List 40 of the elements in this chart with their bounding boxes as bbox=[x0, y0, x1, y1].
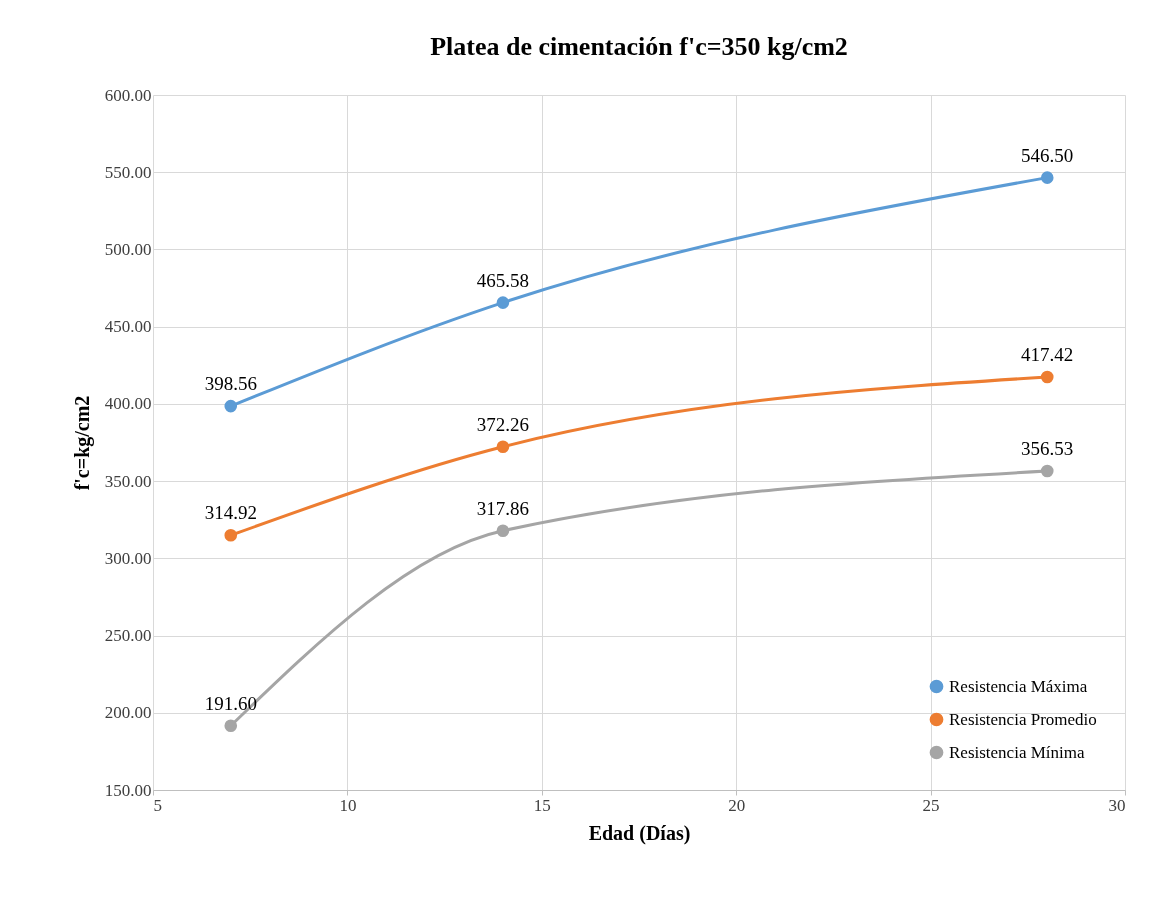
y-tick-label: 450.00 bbox=[104, 317, 152, 337]
point bbox=[1040, 171, 1054, 184]
x-tick-label: 15 bbox=[533, 795, 551, 815]
data-label: 191.60 bbox=[204, 692, 257, 714]
legend-label: Resistencia Máxima bbox=[949, 676, 1088, 696]
y-tick-label: 250.00 bbox=[104, 626, 152, 646]
data-label: 465.58 bbox=[476, 269, 530, 291]
y-tick-label: 550.00 bbox=[104, 162, 152, 182]
x-tick-label: 5 bbox=[153, 795, 162, 815]
x-axis-title: Edad (Días) bbox=[588, 821, 691, 845]
legend-label: Resistencia Mínima bbox=[949, 742, 1085, 762]
y-tick-label: 600.00 bbox=[104, 85, 152, 105]
point bbox=[224, 528, 238, 542]
data-label: 314.92 bbox=[204, 502, 257, 524]
point bbox=[496, 296, 510, 309]
y-tick-label: 300.00 bbox=[104, 548, 152, 568]
data-label: 356.53 bbox=[1021, 438, 1074, 460]
point bbox=[1040, 464, 1054, 478]
data-label: 546.50 bbox=[1021, 144, 1074, 166]
x-tick-label: 25 bbox=[922, 795, 940, 815]
y-tick-label: 350.00 bbox=[104, 471, 152, 491]
y-tick-label: 500.00 bbox=[104, 239, 152, 259]
y-tick-label: 200.00 bbox=[104, 703, 152, 723]
y-tick-label: 150.00 bbox=[104, 780, 152, 800]
data-label: 417.42 bbox=[1021, 343, 1074, 365]
data-label: 372.26 bbox=[476, 413, 530, 435]
y-tick-label: 400.00 bbox=[104, 394, 152, 414]
point bbox=[1040, 370, 1054, 384]
data-label: 398.56 bbox=[204, 373, 257, 395]
chart-title: Platea de cimentación f'c=350 kg/cm2 bbox=[430, 32, 848, 61]
data-label: 317.86 bbox=[476, 497, 530, 519]
x-tick-label: 30 bbox=[1108, 795, 1126, 815]
point bbox=[496, 440, 510, 454]
x-tick-label: 20 bbox=[728, 795, 746, 815]
x-tick-label: 10 bbox=[339, 795, 357, 815]
legend-label: Resistencia Promedio bbox=[949, 709, 1097, 729]
point bbox=[224, 399, 238, 413]
y-axis-title: f'c=kg/cm2 bbox=[70, 395, 94, 491]
point bbox=[224, 719, 238, 733]
point bbox=[496, 524, 510, 538]
